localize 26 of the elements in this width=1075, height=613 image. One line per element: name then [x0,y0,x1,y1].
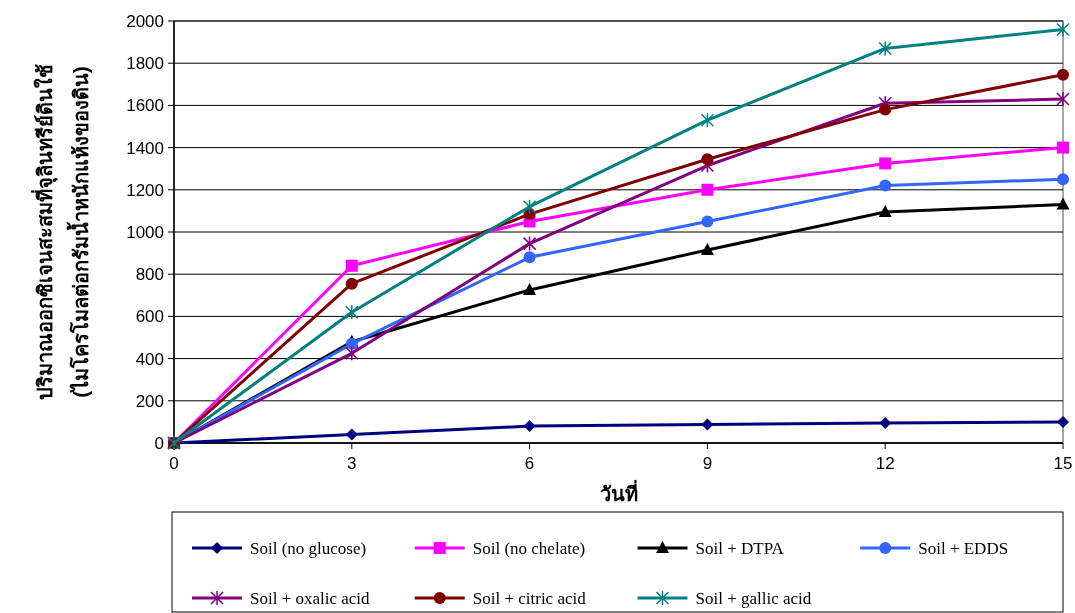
x-tick-label: 9 [702,454,713,473]
legend-label: Soil (no glucose) [250,539,367,558]
legend-label: Soil (no chelate) [472,539,586,558]
legend-label: Soil + oxalic acid [250,589,371,608]
x-tick-label: 12 [875,454,895,473]
x-axis-title: วันที่ [599,479,638,505]
x-tick-label: 15 [1053,454,1073,473]
y-tick-label: 200 [135,391,164,411]
y-tick-label: 1800 [126,54,164,74]
y-tick-label: 1200 [126,180,164,200]
legend-label: Soil + EDDS [918,539,1009,558]
y-tick-label: 600 [135,307,164,327]
y-tick-label: 1600 [126,96,164,116]
x-tick-label: 3 [347,454,357,473]
legend-label: Soil + citric acid [472,589,587,608]
y-tick-label: 0 [154,434,164,453]
y-tick-label: 1000 [126,223,164,242]
y-tick-label: 2000 [126,12,164,31]
legend-label: Soil + gallic acid [695,589,812,608]
legend-label: Soil + DTPA [695,539,785,558]
y-tick-label: 400 [135,349,164,369]
x-tick-label: 0 [169,454,179,473]
y-tick-label: 800 [135,265,164,285]
y-axis-title: ปริมาณออกซิเจนสะสมที่จุลินทรีย์ดินใช้ (ไมโครโมลต่อกรัมน้ำหนักแห้งของดิน) [30,64,92,400]
x-tick-label: 6 [524,454,535,473]
y-tick-label: 1400 [126,138,164,158]
